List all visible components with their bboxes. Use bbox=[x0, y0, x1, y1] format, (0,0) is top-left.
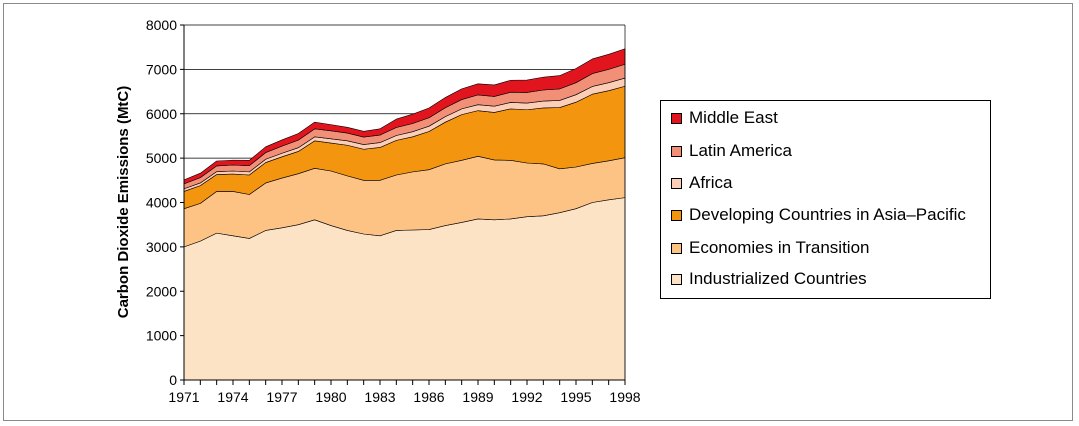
x-tick-label: 1986 bbox=[413, 389, 444, 405]
legend-label: Africa bbox=[689, 173, 733, 192]
x-tick-labels: 1971 1974 1977 1980 1983 1986 1989 1992 1995 1998 bbox=[168, 389, 640, 405]
x-tick-label: 1998 bbox=[609, 389, 640, 405]
legend-label: Latin America bbox=[689, 141, 792, 160]
y-tick-label: 0 bbox=[169, 372, 177, 388]
x-tick-label: 1971 bbox=[168, 389, 199, 405]
x-tick-label: 1992 bbox=[511, 389, 542, 405]
legend-item-industrialized-countries: Industrialized Countries bbox=[671, 268, 867, 290]
legend-label: Developing Countries in Asia–Pacific bbox=[689, 205, 966, 224]
legend-swatch bbox=[671, 177, 682, 189]
y-tick-label: 8000 bbox=[146, 17, 177, 33]
y-tick-label: 7000 bbox=[146, 61, 177, 77]
y-tick-label: 5000 bbox=[146, 150, 177, 166]
legend: Middle East Latin America Africa Develop… bbox=[660, 100, 991, 299]
legend-swatch bbox=[671, 145, 682, 157]
legend-item-economies-in-transition: Economies in Transition bbox=[671, 237, 869, 259]
legend-item-middle-east: Middle East bbox=[671, 107, 778, 129]
legend-item-developing-asia-pacific: Developing Countries in Asia–Pacific bbox=[671, 204, 966, 226]
x-tick-label: 1977 bbox=[266, 389, 297, 405]
area-series bbox=[183, 48, 626, 381]
y-axis-title: Carbon Dioxide Emissions (MtC) bbox=[115, 86, 132, 319]
y-tick-label: 3000 bbox=[146, 239, 177, 255]
y-tick-labels: 0 1000 2000 3000 4000 5000 6000 7000 8000 bbox=[146, 17, 177, 388]
x-tick-label: 1995 bbox=[560, 389, 591, 405]
legend-label: Industrialized Countries bbox=[689, 269, 867, 288]
y-tick-label: 4000 bbox=[146, 195, 177, 211]
x-tick-label: 1974 bbox=[217, 389, 248, 405]
y-tick-label: 1000 bbox=[146, 328, 177, 344]
legend-label: Economies in Transition bbox=[689, 238, 870, 257]
x-tick-label: 1989 bbox=[462, 389, 493, 405]
legend-swatch bbox=[671, 112, 682, 124]
axes bbox=[180, 24, 626, 385]
y-tick-label: 6000 bbox=[146, 106, 177, 122]
legend-swatch bbox=[671, 242, 682, 254]
legend-swatch bbox=[671, 209, 682, 221]
legend-swatch bbox=[671, 273, 682, 285]
legend-item-latin-america: Latin America bbox=[671, 140, 792, 162]
legend-item-africa: Africa bbox=[671, 172, 732, 194]
x-tick-label: 1983 bbox=[364, 389, 395, 405]
x-tick-label: 1980 bbox=[315, 389, 346, 405]
legend-label: Middle East bbox=[689, 108, 778, 127]
y-tick-label: 2000 bbox=[146, 283, 177, 299]
